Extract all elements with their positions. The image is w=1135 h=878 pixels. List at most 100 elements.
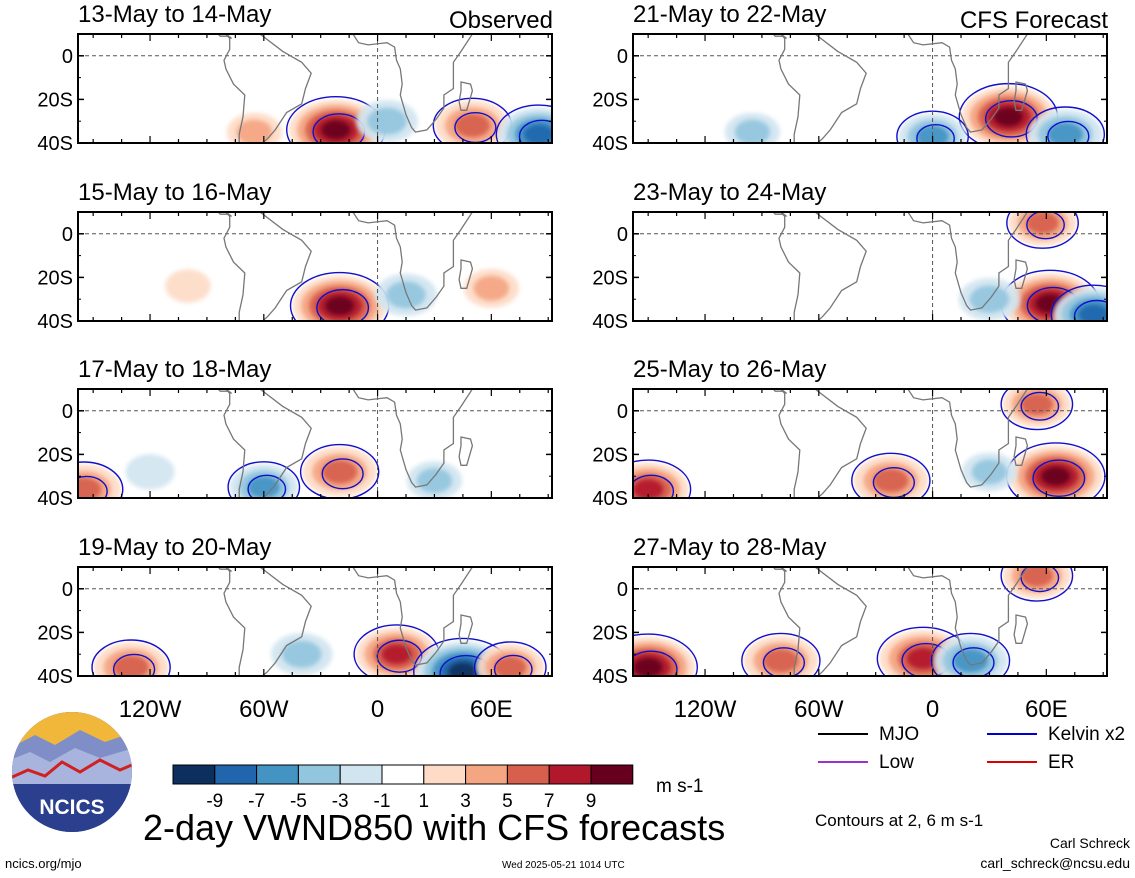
- panel-title: 19-May to 20-May: [78, 534, 271, 561]
- coastline: [223, 34, 312, 143]
- coastline: [778, 567, 867, 676]
- anomaly-shade: [386, 281, 426, 309]
- coastline: [778, 389, 867, 498]
- colorbar-swatch: [548, 764, 592, 785]
- x-tick-label: 120W: [119, 696, 182, 723]
- coastline: [458, 436, 474, 466]
- colorbar-tick-label: -9: [206, 791, 223, 812]
- colorbar: -9 -7 -5 -3 -1 1 3 5 7 9: [172, 764, 634, 812]
- coastline: [907, 389, 1029, 488]
- colorbar-tick-label: 7: [544, 791, 555, 812]
- anomaly-shade: [993, 107, 1023, 127]
- y-tick-label: 40S: [37, 133, 73, 155]
- panel-title: 23-May to 24-May: [633, 179, 826, 206]
- coastline: [458, 81, 474, 111]
- kelvin-contour: [916, 123, 955, 143]
- legend-label: Low: [879, 752, 914, 773]
- coastline: [223, 212, 312, 321]
- x-tick-label: 60E: [1025, 696, 1068, 723]
- anomaly-shade: [322, 460, 358, 484]
- y-tick-label: 40S: [37, 311, 73, 333]
- panel-title: 13-May to 14-May: [78, 1, 271, 28]
- anomaly-shade: [952, 648, 989, 673]
- colorbar-units: m s-1: [656, 776, 704, 797]
- anomaly-shade: [971, 459, 1008, 485]
- anomaly-shade: [1020, 567, 1053, 587]
- anomaly-shade: [113, 655, 149, 676]
- map-frame: [632, 33, 1108, 144]
- x-tick-label: 0: [926, 696, 939, 723]
- y-tick-label: 0: [62, 579, 73, 601]
- kelvin-contour: [321, 458, 364, 490]
- anomaly-shade: [473, 275, 510, 301]
- y-tick-label: 40S: [37, 488, 73, 510]
- panel-title: 21-May to 22-May: [633, 1, 826, 28]
- colorbar-tick-label: -7: [248, 791, 265, 812]
- x-tick-label: 0: [371, 696, 384, 723]
- colorbar-swatch: [256, 764, 299, 785]
- colorbar-swatch: [423, 764, 467, 785]
- y-tick-label: 20S: [37, 444, 73, 466]
- kelvin-contour: [495, 104, 552, 143]
- anomaly-shade: [321, 120, 351, 140]
- kelvin-contour: [633, 459, 692, 498]
- kelvin-contour: [1026, 212, 1065, 240]
- panel-title: 27-May to 28-May: [633, 534, 826, 561]
- kelvin-contour: [1050, 284, 1107, 321]
- anomaly-shade: [125, 454, 175, 490]
- colorbar-swatch: [339, 764, 383, 785]
- colorbar-swatch: [506, 764, 550, 785]
- anomaly-shade: [78, 477, 102, 498]
- coastline: [217, 34, 232, 39]
- anomaly-shade: [1047, 122, 1083, 143]
- anomaly-shade: [633, 657, 663, 676]
- chart-title: 2-day VWND850 with CFS forecasts: [143, 807, 725, 848]
- y-tick-label: 40S: [592, 311, 628, 333]
- legend-label: MJO: [879, 724, 919, 745]
- x-axis-tick-labels: 120W 60W 0 60E 120W 60W 0 60E: [119, 696, 1068, 723]
- ncics-logo-text: NCICS: [39, 796, 104, 819]
- colorbar-swatch: [297, 764, 341, 785]
- y-tick-label: 20S: [37, 622, 73, 644]
- kelvin-contour: [227, 461, 301, 498]
- kelvin-contour: [633, 650, 678, 676]
- colorbar-tick-label: -3: [332, 791, 349, 812]
- panel-title: 17-May to 18-May: [78, 356, 271, 383]
- kelvin-contour: [952, 647, 995, 676]
- kelvin-contour: [1025, 106, 1106, 143]
- coastline: [352, 212, 474, 311]
- kelvin-contour: [1006, 212, 1079, 249]
- map-frame: [632, 566, 1108, 677]
- colorbar-tick-label: -5: [290, 791, 307, 812]
- x-tick-label: 60E: [470, 696, 513, 723]
- y-tick-label: 0: [617, 579, 628, 601]
- coastline: [778, 34, 867, 143]
- coastline: [223, 567, 312, 676]
- kelvin-contour: [1073, 299, 1107, 321]
- anomaly-shade: [1041, 466, 1071, 486]
- site-url: ncics.org/mjo: [5, 856, 82, 871]
- kelvin-contour: [112, 653, 156, 676]
- coastline: [907, 212, 1029, 311]
- legend-label: Kelvin x2: [1048, 724, 1125, 745]
- observed-label: Observed: [449, 7, 553, 34]
- y-tick-label: 20S: [37, 89, 73, 111]
- kelvin-contour: [1000, 567, 1074, 602]
- y-tick-label: 0: [617, 401, 628, 423]
- x-tick-label: 60W: [794, 696, 844, 723]
- ncics-logo: NCICS: [12, 712, 132, 832]
- coastline: [1013, 614, 1029, 644]
- map-frame: [77, 388, 553, 499]
- anomaly-shade: [873, 468, 909, 493]
- coastline: [223, 389, 312, 498]
- coastline: [1013, 81, 1029, 111]
- y-tick-label: 0: [617, 46, 628, 68]
- coastline: [772, 212, 787, 217]
- anomaly-shade: [454, 113, 490, 138]
- map-frame: [632, 211, 1108, 322]
- y-tick-label: 20S: [592, 444, 628, 466]
